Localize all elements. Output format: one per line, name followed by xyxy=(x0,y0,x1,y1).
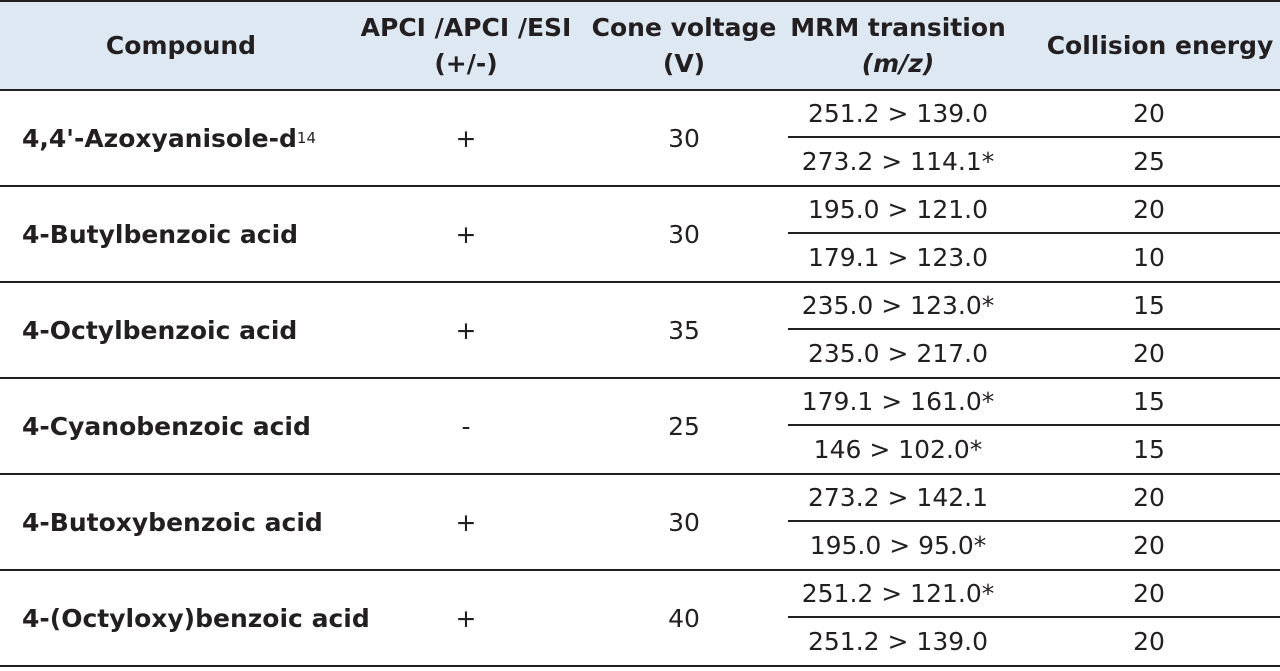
collision-energy: 10 xyxy=(1133,243,1165,272)
collision-energy: 20 xyxy=(1133,579,1165,608)
header-ionization-mode-label: APCI /APCI /ESI xyxy=(360,12,572,42)
ionization-mode: + xyxy=(455,315,477,345)
mrm-transition: 179.1 > 123.0 xyxy=(808,243,988,272)
mrm-transition: 251.2 > 139.0 xyxy=(808,99,988,128)
transition-row: 251.2 > 121.0* 20 xyxy=(788,571,1280,618)
header-cone-voltage-label: Cone voltage xyxy=(591,12,777,42)
header-cone-voltage-unit: (V) xyxy=(662,48,706,78)
header-mrm-transition-label: MRM transition xyxy=(790,12,1006,42)
mrm-transition: 195.0 > 95.0* xyxy=(809,531,987,560)
header-compound: Compound xyxy=(0,2,362,89)
compound-name: 4-Octylbenzoic acid xyxy=(22,315,298,345)
ionization-mode: - xyxy=(461,411,471,441)
collision-energy: 25 xyxy=(1133,147,1165,176)
mrm-transition: 273.2 > 142.1 xyxy=(808,483,988,512)
ionization-mode: + xyxy=(455,123,477,153)
ionization-mode: + xyxy=(455,507,477,537)
header-collision-energy-label: Collision energy xyxy=(1046,30,1274,60)
collision-energy: 20 xyxy=(1133,339,1165,368)
header-ionization-mode-polarity: (+/-) xyxy=(434,48,498,78)
collision-energy: 20 xyxy=(1133,99,1165,128)
mrm-transition: 273.2 > 114.1* xyxy=(801,147,995,176)
cone-voltage: 30 xyxy=(668,219,700,249)
header-mrm-transition-unit: (m/z) xyxy=(861,48,935,78)
collision-energy: 20 xyxy=(1133,627,1165,656)
table-row: 4-Octylbenzoic acid + 35 235.0 > 123.0* … xyxy=(0,283,1280,379)
header-collision-energy: Collision energy xyxy=(1040,2,1280,89)
cone-voltage: 35 xyxy=(668,315,700,345)
collision-energy: 15 xyxy=(1133,435,1165,464)
header-cone-voltage: Cone voltage (V) xyxy=(580,2,788,89)
transition-row: 251.2 > 139.0 20 xyxy=(788,91,1280,138)
header-compound-label: Compound xyxy=(105,30,257,60)
collision-energy: 20 xyxy=(1133,195,1165,224)
table-row: 4-Butylbenzoic acid + 30 195.0 > 121.0 2… xyxy=(0,187,1280,283)
table-row: 4,4'-Azoxyanisole-d 14 + 30 251.2 > 139.0… xyxy=(0,91,1280,187)
compound-name: 4,4'-Azoxyanisole-d 14 xyxy=(22,123,316,153)
mrm-transition: 251.2 > 121.0* xyxy=(801,579,995,608)
compound-name: 4-Butylbenzoic acid xyxy=(22,219,299,249)
transition-row: 195.0 > 121.0 20 xyxy=(788,187,1280,234)
collision-energy: 20 xyxy=(1133,531,1165,560)
transition-row: 273.2 > 114.1* 25 xyxy=(788,138,1280,185)
transition-row: 235.0 > 123.0* 15 xyxy=(788,283,1280,330)
mrm-transition: 235.0 > 217.0 xyxy=(808,339,988,368)
transition-row: 235.0 > 217.0 20 xyxy=(788,330,1280,377)
collision-energy: 20 xyxy=(1133,483,1165,512)
cone-voltage: 30 xyxy=(668,123,700,153)
collision-energy: 15 xyxy=(1133,387,1165,416)
compound-name-text: 4,4'-Azoxyanisole-d xyxy=(22,123,297,153)
mrm-transition: 235.0 > 123.0* xyxy=(801,291,995,320)
mrm-transition: 195.0 > 121.0 xyxy=(808,195,988,224)
table-row: 4-(Octyloxy)benzoic acid + 40 251.2 > 12… xyxy=(0,571,1280,667)
ionization-mode: + xyxy=(455,219,477,249)
cone-voltage: 40 xyxy=(668,603,700,633)
mrm-transition: 146 > 102.0* xyxy=(813,435,983,464)
transition-row: 179.1 > 123.0 10 xyxy=(788,234,1280,281)
collision-energy: 15 xyxy=(1133,291,1165,320)
cone-voltage: 25 xyxy=(668,411,700,441)
compound-name: 4-Cyanobenzoic acid xyxy=(22,411,311,441)
header-ionization-mode: APCI /APCI /ESI (+/-) xyxy=(360,2,572,89)
table-row: 4-Cyanobenzoic acid - 25 179.1 > 161.0* … xyxy=(0,379,1280,475)
compound-name: 4-Butoxybenzoic acid xyxy=(22,507,323,537)
transition-row: 195.0 > 95.0* 20 xyxy=(788,522,1280,569)
transition-row: 146 > 102.0* 15 xyxy=(788,426,1280,473)
mrm-transition: 179.1 > 161.0* xyxy=(801,387,995,416)
compound-name: 4-(Octyloxy)benzoic acid xyxy=(22,603,370,633)
table-header: Compound APCI /APCI /ESI (+/-) Cone volt… xyxy=(0,0,1280,91)
transition-row: 179.1 > 161.0* 15 xyxy=(788,379,1280,426)
mrm-transition: 251.2 > 139.0 xyxy=(808,627,988,656)
cone-voltage: 30 xyxy=(668,507,700,537)
transition-row: 273.2 > 142.1 20 xyxy=(788,475,1280,522)
ionization-mode: + xyxy=(455,603,477,633)
table-row: 4-Butoxybenzoic acid + 30 273.2 > 142.1 … xyxy=(0,475,1280,571)
header-mrm-transition: MRM transition (m/z) xyxy=(788,2,1008,89)
transition-row: 251.2 > 139.0 20 xyxy=(788,618,1280,665)
